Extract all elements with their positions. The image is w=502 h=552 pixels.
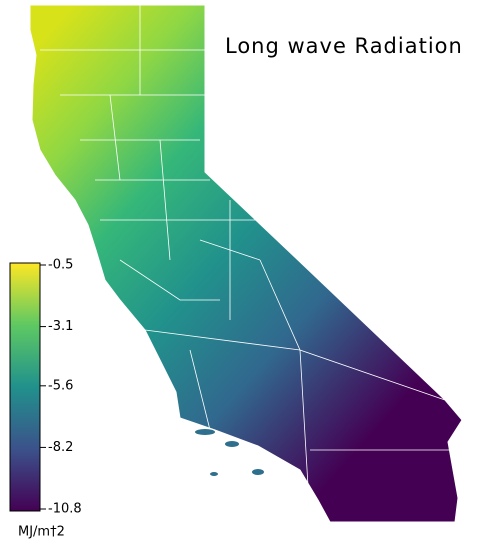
county-lines: [40, 5, 458, 521]
colorbar-tick-label: -5.6: [48, 378, 73, 393]
islands: [195, 429, 264, 476]
colorbar-tick-label: -10.8: [48, 502, 82, 517]
map-title: Long wave Radiation: [225, 34, 463, 58]
colorbar-tick-label: -0.5: [48, 258, 73, 273]
colorbar-tick-label: -8.2: [48, 440, 73, 455]
colorbar-ramp: [9, 262, 41, 512]
state-shape: [29, 4, 463, 523]
colorbar-unit: MJ/m†2: [18, 525, 65, 540]
state-map: [29, 4, 463, 523]
colorbar-tick-label: -3.1: [48, 319, 73, 334]
colorbar: [9, 262, 41, 512]
